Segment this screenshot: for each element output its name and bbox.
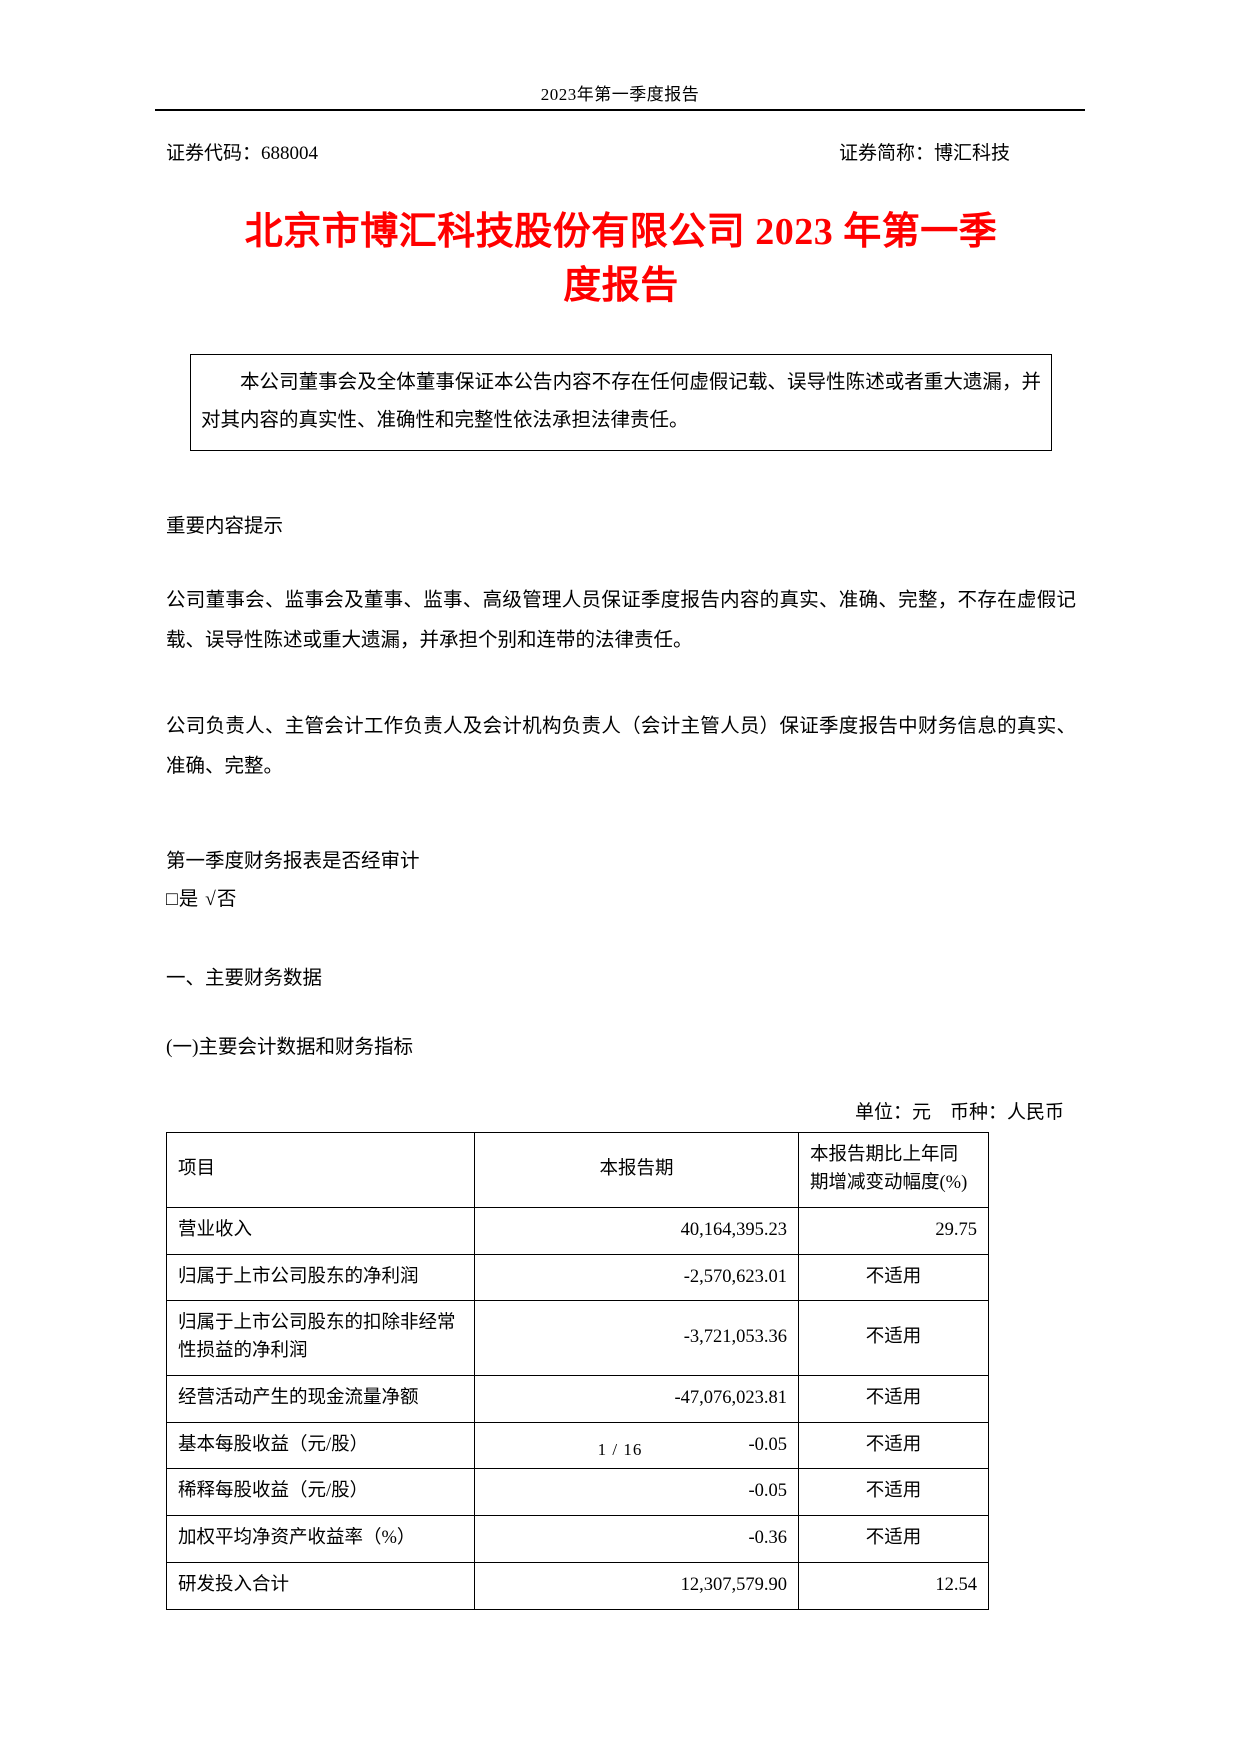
important-notice-paragraph-2: 公司负责人、主管会计工作负责人及会计机构负责人（会计主管人员）保证季度报告中财务… (166, 715, 1076, 777)
row-period-value: -0.05 (474, 1421, 799, 1470)
column-header-item: 项目 (166, 1131, 475, 1208)
header-rule (155, 109, 1085, 111)
row-item-label: 归属于上市公司股东的扣除非经常性损益的净利润 (166, 1300, 475, 1376)
table-body: 营业收入 40,164,395.23 29.75 归属于上市公司股东的净利润 -… (166, 1206, 989, 1610)
important-notice-heading: 重要内容提示 (166, 516, 284, 538)
security-line: 证券代码：688004 证券简称：博汇科技 (166, 138, 1076, 170)
disclaimer-text: 本公司董事会及全体董事保证本公告内容不存在任何虚假记载、误导性陈述或者重大遗漏，… (201, 372, 1041, 431)
table-header-row: 项目 本报告期 本报告期比上年同 期增减变动幅度(%) (166, 1131, 989, 1208)
row-period-value: 40,164,395.23 (474, 1206, 799, 1255)
row-period-value: -47,076,023.81 (474, 1374, 799, 1423)
row-change-value: 12.54 (798, 1561, 989, 1610)
table-row: 加权平均净资产收益率（%） -0.36 不适用 (166, 1515, 989, 1563)
disclaimer-box: 本公司董事会及全体董事保证本公告内容不存在任何虚假记载、误导性陈述或者重大遗漏，… (190, 354, 1052, 452)
page-title: 北京市博汇科技股份有限公司 2023 年第一季 度报告 (166, 206, 1076, 314)
column-header-change-line2: 期增减变动幅度(%) (810, 1172, 968, 1193)
row-item-label: 基本每股收益（元/股） (166, 1421, 475, 1470)
row-change-value: 不适用 (798, 1253, 989, 1302)
page-title-line2: 度报告 (563, 265, 679, 308)
section-heading-main-financial-data: 一、主要财务数据 (166, 967, 323, 989)
row-item-label: 营业收入 (166, 1206, 475, 1255)
table-row: 营业收入 40,164,395.23 29.75 (166, 1206, 989, 1255)
row-period-value: -3,721,053.36 (474, 1300, 799, 1376)
row-item-label: 稀释每股收益（元/股） (166, 1468, 475, 1517)
section-heading-accounting-indicators: (一)主要会计数据和财务指标 (166, 1036, 413, 1058)
row-change-value: 不适用 (798, 1374, 989, 1423)
row-change-value: 不适用 (798, 1515, 989, 1563)
table-row: 基本每股收益（元/股） -0.05 不适用 (166, 1421, 989, 1470)
column-header-change-line1: 本报告期比上年同 (810, 1145, 959, 1166)
table-row: 稀释每股收益（元/股） -0.05 不适用 (166, 1468, 989, 1517)
table-unit-note: 单位：元 币种：人民币 (854, 1101, 1064, 1123)
table-row: 研发投入合计 12,307,579.90 12.54 (166, 1561, 989, 1610)
row-period-value: -2,570,623.01 (474, 1253, 799, 1302)
row-item-label: 研发投入合计 (166, 1561, 475, 1610)
column-header-period: 本报告期 (474, 1131, 799, 1208)
table-row: 归属于上市公司股东的扣除非经常性损益的净利润 -3,721,053.36 不适用 (166, 1300, 989, 1376)
row-change-value: 不适用 (798, 1468, 989, 1517)
audit-answer[interactable]: □是 √否 (166, 888, 238, 910)
row-period-value: -0.05 (474, 1468, 799, 1517)
table-row: 归属于上市公司股东的净利润 -2,570,623.01 不适用 (166, 1253, 989, 1302)
row-change-value: 不适用 (798, 1300, 989, 1376)
column-header-change: 本报告期比上年同 期增减变动幅度(%) (798, 1131, 989, 1208)
table-row: 经营活动产生的现金流量净额 -47,076,023.81 不适用 (166, 1374, 989, 1423)
main-financial-table: 项目 本报告期 本报告期比上年同 期增减变动幅度(%) 营业收入 40,164,… (166, 1131, 989, 1610)
row-change-value: 29.75 (798, 1206, 989, 1255)
row-period-value: 12,307,579.90 (474, 1561, 799, 1610)
important-notice-paragraph-1: 公司董事会、监事会及董事、监事、高级管理人员保证季度报告内容的真实、准确、完整，… (166, 590, 1076, 652)
security-code: 证券代码：688004 (166, 143, 319, 164)
security-short-name: 证券简称：博汇科技 (838, 143, 1010, 164)
row-period-value: -0.36 (474, 1515, 799, 1563)
audit-question: 第一季度财务报表是否经审计 (166, 850, 420, 872)
row-item-label: 加权平均净资产收益率（%） (166, 1515, 475, 1563)
running-header: 2023年第一季度报告 (540, 85, 700, 104)
document-body: 证券代码：688004 证券简称：博汇科技 北京市博汇科技股份有限公司 2023… (166, 138, 1076, 1610)
row-item-label: 归属于上市公司股东的净利润 (166, 1253, 475, 1302)
page-footer: 1 / 16 (597, 1440, 643, 1459)
page-title-line1: 北京市博汇科技股份有限公司 2023 年第一季 (244, 211, 998, 254)
row-item-label: 经营活动产生的现金流量净额 (166, 1374, 475, 1423)
